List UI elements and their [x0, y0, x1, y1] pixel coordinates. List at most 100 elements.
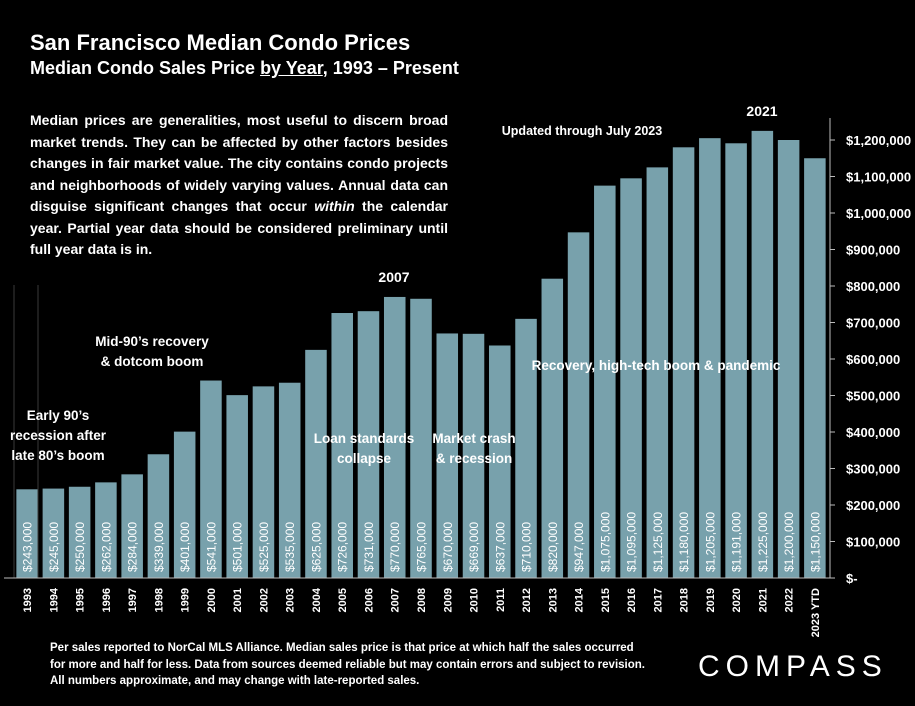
annotation-text: collapse — [337, 451, 392, 466]
bar-value-label: $541,000 — [204, 522, 218, 572]
x-tick-label: 2018 — [679, 588, 691, 612]
x-tick-label: 1993 — [22, 588, 34, 612]
bar-value-label: $262,000 — [99, 522, 113, 572]
bar — [252, 386, 275, 578]
bar-value-label: $1,225,000 — [756, 512, 770, 572]
axis-layer: 1993 1994 1995 1996 1997 1998 1999 2000 2001 2002… — [4, 118, 911, 637]
bar-value-label: $1,191,000 — [730, 512, 744, 572]
annotation-text: 2007 — [378, 269, 409, 285]
bar — [226, 395, 248, 578]
bar-value-label: $820,000 — [546, 522, 560, 572]
annotation-text: Market crash — [432, 431, 515, 446]
bar-value-label: $1,200,000 — [782, 512, 796, 572]
x-tick-label: 2014 — [574, 587, 586, 612]
annotation-text: Loan standards — [314, 431, 415, 446]
annotation-text: Mid-90’s recovery — [95, 334, 209, 349]
x-tick-label: 1995 — [75, 588, 87, 612]
y-tick-label: $- — [846, 571, 858, 586]
annotations-layer: Early 90’s recession after late 80’s boom M… — [10, 103, 781, 466]
bar — [725, 143, 747, 578]
y-tick-label: $300,000 — [846, 462, 900, 477]
x-tick-label: 2009 — [442, 588, 454, 612]
description-italic: within — [314, 198, 355, 214]
x-tick-label: 2011 — [495, 588, 507, 612]
compass-logo: COMPASS — [698, 650, 888, 683]
bar-value-label: $245,000 — [47, 522, 61, 572]
bar-value-label: $339,000 — [152, 522, 166, 572]
x-tick-label: 2023 YTD — [810, 588, 822, 637]
bar-value-label: $770,000 — [388, 522, 402, 572]
bar — [594, 185, 616, 578]
annotation-text: Updated through July 2023 — [502, 124, 662, 138]
x-tick-label: 2019 — [705, 588, 717, 612]
y-tick-label: $1,200,000 — [846, 133, 911, 148]
x-tick-label: 1999 — [180, 588, 192, 612]
bar-value-label: $501,000 — [231, 522, 245, 572]
x-tick-label: 2006 — [363, 588, 375, 612]
x-tick-label: 2005 — [337, 588, 349, 612]
bar-value-label: $535,000 — [283, 522, 297, 572]
y-tick-label: $800,000 — [846, 279, 900, 294]
bar — [42, 488, 65, 578]
bar — [278, 382, 301, 578]
chart-title: San Francisco Median Condo Prices — [30, 30, 411, 55]
bar — [383, 296, 406, 578]
bar — [620, 178, 642, 578]
x-tick-label: 2012 — [521, 588, 533, 612]
description-text: Median prices are generalities, most use… — [30, 110, 448, 261]
x-tick-label: 2021 — [757, 588, 769, 612]
x-tick-label: 1997 — [127, 588, 139, 612]
bar — [147, 454, 170, 578]
annotation-text: Early 90’s — [27, 408, 90, 423]
x-tick-label: 2002 — [258, 588, 270, 612]
bar-value-label: $947,000 — [572, 522, 586, 572]
bar-value-label: $243,000 — [21, 522, 35, 572]
bar-value-label: $1,075,000 — [598, 512, 612, 572]
bar-value-label: $250,000 — [73, 522, 87, 572]
x-tick-label: 1998 — [153, 588, 165, 612]
annotation-text: 2021 — [746, 103, 777, 119]
x-tick-label: 2000 — [206, 588, 218, 612]
bar — [515, 318, 537, 578]
bar — [777, 140, 800, 578]
annotation-text: late 80’s boom — [11, 448, 104, 463]
x-tick-label: 1996 — [101, 588, 113, 612]
bar — [567, 232, 590, 578]
bar-value-label: $637,000 — [493, 522, 507, 572]
x-tick-label: 2004 — [311, 587, 323, 612]
x-tick-label: 2022 — [784, 588, 796, 612]
bar — [95, 482, 117, 578]
bar — [68, 486, 91, 578]
bar — [699, 138, 721, 579]
description-after: the calendar year. Partial year data sho… — [30, 198, 448, 257]
subtitle-underlined: by Year — [260, 58, 323, 78]
description-before: Median prices are generalities, most use… — [30, 112, 448, 214]
bar — [541, 278, 564, 578]
bar-value-label: $726,000 — [336, 522, 350, 572]
bar — [200, 380, 222, 578]
x-tick-label: 2007 — [390, 588, 402, 612]
bar-value-label: $765,000 — [415, 522, 429, 572]
bar-value-label: $1,180,000 — [677, 512, 691, 572]
bar — [489, 345, 511, 578]
y-tick-label: $400,000 — [846, 425, 900, 440]
x-tick-label: 2008 — [416, 588, 428, 612]
bar-value-label: $710,000 — [520, 522, 534, 572]
y-tick-label: $900,000 — [846, 243, 900, 258]
y-tick-label: $700,000 — [846, 316, 900, 331]
annotation-text: & recession — [436, 451, 513, 466]
bar — [305, 349, 327, 578]
x-tick-label: 2017 — [652, 588, 664, 612]
bar-value-label: $284,000 — [126, 522, 140, 572]
bar-value-label: $1,125,000 — [651, 512, 665, 572]
x-tick-label: 2015 — [600, 588, 612, 612]
bar-value-label: $670,000 — [441, 522, 455, 572]
bar — [357, 311, 380, 578]
bar-value-label: $1,205,000 — [703, 512, 717, 572]
x-tick-label: 1994 — [48, 587, 60, 612]
bar — [646, 167, 669, 578]
bar-value-label: $401,000 — [178, 522, 192, 572]
subtitle-suffix: , 1993 – Present — [322, 58, 459, 78]
x-tick-label: 2013 — [547, 588, 559, 612]
bar — [804, 158, 826, 578]
